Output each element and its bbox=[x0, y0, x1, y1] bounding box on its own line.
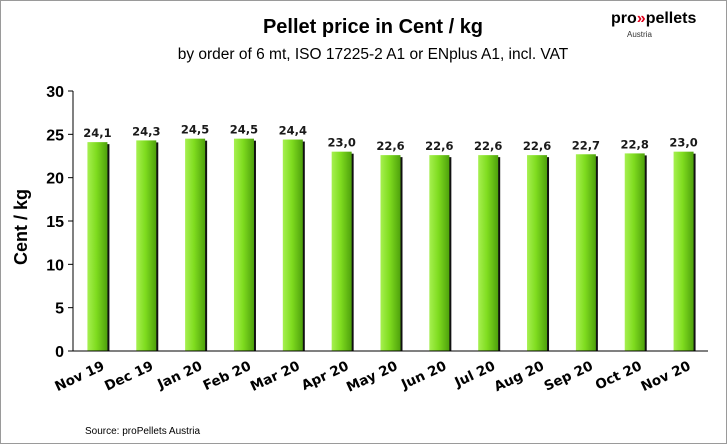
bar bbox=[136, 140, 157, 351]
data-label: 22,6 bbox=[474, 139, 502, 153]
x-tick-label: Apr 20 bbox=[299, 358, 351, 394]
bar bbox=[233, 138, 254, 351]
x-tick-label: Jan 20 bbox=[154, 358, 204, 393]
data-label: 24,5 bbox=[181, 123, 209, 137]
bar bbox=[673, 151, 694, 351]
bar bbox=[624, 153, 645, 351]
x-tick-label: Oct 20 bbox=[593, 358, 645, 393]
logo-chevrons: » bbox=[637, 10, 646, 27]
y-axis-ticks: 0 5 10 15 20 25 30 bbox=[46, 84, 73, 361]
y-tick-label: 10 bbox=[46, 257, 64, 274]
x-tick-label: Aug 20 bbox=[492, 358, 547, 395]
data-label: 22,8 bbox=[621, 137, 649, 151]
data-label: 22,6 bbox=[523, 139, 551, 153]
y-tick-label: 5 bbox=[55, 301, 64, 318]
y-tick-label: 15 bbox=[46, 214, 64, 231]
logo-suffix: pellets bbox=[646, 10, 697, 27]
x-tick-label: May 20 bbox=[344, 358, 400, 396]
bars bbox=[87, 138, 696, 351]
data-labels: 24,1 24,3 24,5 24,5 24,4 23,0 22,6 22,6 22,6 22,6… bbox=[83, 123, 698, 153]
data-label: 23,0 bbox=[327, 136, 355, 150]
bar bbox=[575, 154, 596, 351]
bar bbox=[527, 155, 548, 351]
x-tick-label: Nov 20 bbox=[639, 358, 694, 395]
y-tick-label: 20 bbox=[46, 171, 64, 188]
x-tick-label: Sep 20 bbox=[542, 358, 596, 394]
data-label: 24,3 bbox=[132, 124, 160, 138]
x-tick-label: Mar 20 bbox=[248, 358, 303, 395]
x-tick-label: Nov 19 bbox=[52, 358, 107, 395]
data-label: 24,4 bbox=[279, 124, 307, 138]
y-tick-label: 25 bbox=[46, 127, 64, 144]
logo-wordmark: pro»pellets bbox=[611, 10, 696, 27]
brand-logo: pro»pellets Austria bbox=[611, 10, 696, 39]
data-label: 24,1 bbox=[83, 126, 111, 140]
data-label: 24,5 bbox=[230, 123, 258, 137]
logo-prefix: pro bbox=[611, 10, 637, 27]
x-tick-label: Dec 19 bbox=[102, 358, 156, 394]
data-label: 22,6 bbox=[425, 139, 453, 153]
chart-subtitle: by order of 6 mt, ISO 17225-2 A1 or ENpl… bbox=[178, 46, 569, 63]
bar bbox=[185, 138, 206, 351]
data-label: 22,6 bbox=[376, 139, 404, 153]
x-tick-label: Jul 20 bbox=[451, 358, 497, 391]
x-tick-label: Feb 20 bbox=[201, 358, 254, 394]
y-axis-label: Cent / kg bbox=[11, 189, 31, 265]
data-label: 22,7 bbox=[572, 138, 600, 152]
y-tick-label: 30 bbox=[46, 84, 64, 101]
x-tick-label: Jun 20 bbox=[398, 358, 449, 393]
logo-subtitle: Austria bbox=[627, 30, 652, 39]
bar bbox=[429, 155, 450, 351]
bar bbox=[380, 155, 401, 351]
bar bbox=[87, 142, 108, 351]
source-note: Source: proPellets Austria bbox=[85, 426, 200, 437]
bar bbox=[331, 151, 352, 351]
chart-title: Pellet price in Cent / kg bbox=[263, 16, 483, 38]
data-label: 23,0 bbox=[669, 136, 697, 150]
bar bbox=[282, 139, 303, 351]
y-tick-label: 0 bbox=[55, 344, 64, 361]
bar bbox=[478, 155, 499, 351]
